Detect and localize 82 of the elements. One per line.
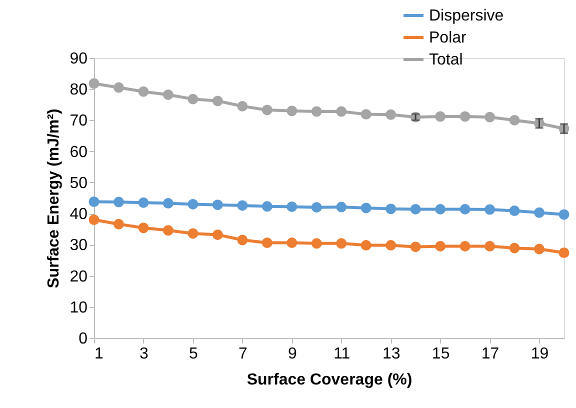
point — [336, 202, 347, 212]
point — [138, 86, 149, 97]
x-tick-label: 13 — [382, 346, 400, 362]
legend-label: Total — [429, 52, 463, 68]
point — [558, 209, 570, 220]
point — [212, 200, 223, 210]
point — [558, 248, 570, 258]
x-tick-label: 3 — [140, 346, 149, 362]
point — [286, 106, 298, 116]
point — [509, 114, 520, 126]
point — [188, 198, 198, 210]
point — [162, 89, 174, 100]
point — [336, 238, 347, 249]
point — [460, 240, 470, 252]
point — [484, 204, 496, 215]
y-tick-label: 60 — [70, 144, 88, 161]
y-tick-label: 10 — [70, 299, 88, 316]
point — [410, 242, 421, 252]
point — [484, 112, 496, 122]
point — [534, 244, 545, 254]
point — [286, 201, 298, 212]
x-tick-label: 19 — [530, 346, 549, 362]
point — [188, 228, 198, 239]
x-tick-label: 7 — [238, 346, 248, 362]
point — [88, 78, 100, 89]
x-tick-label: 1 — [94, 346, 104, 362]
y-axis-title: Surface Energy (mJ/m²) — [46, 108, 63, 288]
point — [509, 206, 520, 216]
point — [435, 240, 446, 252]
y-tick-label: 40 — [70, 206, 88, 224]
point — [113, 218, 124, 230]
point — [311, 238, 322, 249]
point — [113, 82, 124, 93]
point — [311, 106, 322, 117]
point — [237, 100, 248, 112]
x-tick-label: 15 — [432, 346, 450, 362]
y-tick-label: 70 — [70, 112, 88, 130]
point — [88, 196, 100, 207]
point — [360, 202, 372, 214]
point — [262, 201, 272, 212]
point — [410, 204, 421, 214]
legend-label: Dispersive — [429, 8, 504, 24]
point — [138, 197, 149, 208]
x-tick-label: 17 — [481, 346, 500, 362]
point — [237, 200, 248, 211]
point — [460, 204, 470, 214]
point — [262, 238, 272, 248]
point — [162, 198, 174, 209]
point — [435, 204, 446, 214]
point — [237, 234, 248, 246]
y-tick-label: 30 — [70, 237, 88, 254]
point — [286, 238, 298, 248]
x-tick-label: 11 — [334, 346, 350, 362]
point — [188, 94, 198, 104]
point — [336, 106, 347, 117]
point — [262, 104, 272, 116]
point — [360, 240, 372, 251]
point — [386, 109, 396, 120]
point — [435, 111, 446, 122]
point — [460, 111, 470, 122]
y-tick-label: 90 — [70, 50, 88, 68]
y-tick-label: 0 — [78, 330, 88, 348]
point — [162, 225, 174, 236]
y-tick-label: 50 — [70, 174, 88, 192]
point — [138, 222, 149, 234]
point — [88, 214, 100, 226]
x-tick-label: 9 — [288, 346, 297, 362]
point — [534, 207, 545, 218]
point — [484, 240, 496, 252]
x-axis-title: Surface Coverage (%) — [246, 372, 412, 388]
point — [113, 196, 124, 208]
point — [212, 229, 223, 240]
y-tick-label: 80 — [70, 82, 88, 99]
point — [212, 96, 223, 106]
point — [509, 242, 520, 254]
point — [360, 109, 372, 120]
point — [386, 204, 396, 214]
legend-label: Polar — [429, 30, 468, 46]
point — [386, 240, 396, 251]
point — [311, 202, 322, 213]
y-tick-label: 20 — [70, 268, 88, 286]
x-tick-label: 5 — [188, 346, 198, 362]
